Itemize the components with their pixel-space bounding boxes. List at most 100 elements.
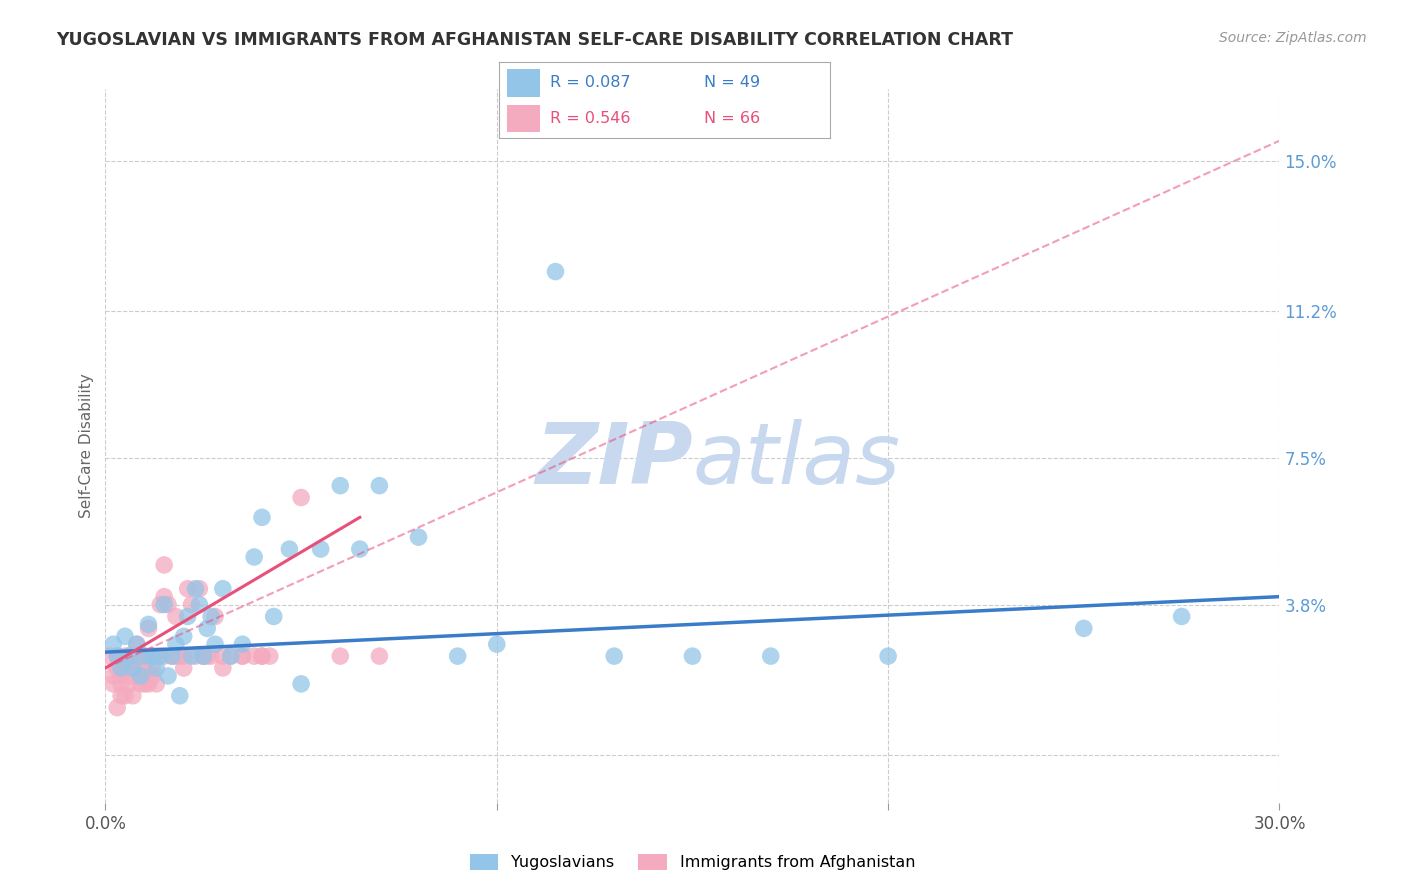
Point: [160, 649, 183, 664]
Point: [114, 689, 136, 703]
Point: [211, 661, 233, 675]
Point: [98, 649, 121, 664]
Point: [105, 649, 128, 664]
Point: [309, 542, 332, 557]
Point: [681, 649, 703, 664]
Point: [121, 689, 143, 703]
Point: [1170, 609, 1192, 624]
Text: R = 0.087: R = 0.087: [550, 76, 631, 90]
Point: [169, 649, 191, 664]
Point: [114, 661, 136, 675]
Point: [105, 700, 128, 714]
Point: [278, 542, 301, 557]
Point: [211, 582, 233, 596]
Point: [149, 598, 172, 612]
Point: [195, 621, 218, 635]
Point: [188, 598, 211, 612]
Point: [129, 669, 152, 683]
Point: [114, 629, 136, 643]
Text: ZIP: ZIP: [534, 418, 692, 502]
Point: [141, 649, 163, 664]
Point: [250, 510, 273, 524]
Point: [759, 649, 782, 664]
Point: [446, 649, 468, 664]
Point: [138, 617, 160, 632]
Bar: [508, 105, 540, 132]
Point: [204, 637, 226, 651]
Point: [118, 661, 141, 675]
Point: [485, 637, 508, 651]
Point: [180, 598, 202, 612]
Point: [193, 649, 215, 664]
Point: [368, 478, 391, 492]
Point: [138, 621, 160, 635]
Point: [329, 649, 352, 664]
Point: [243, 649, 266, 664]
Point: [544, 264, 567, 278]
Point: [134, 661, 156, 675]
Point: [349, 542, 371, 557]
Point: [157, 669, 180, 683]
Point: [121, 661, 143, 675]
Point: [153, 649, 176, 664]
Point: [118, 649, 141, 664]
Point: [169, 689, 191, 703]
Point: [176, 582, 198, 596]
Point: [204, 609, 226, 624]
Text: atlas: atlas: [692, 418, 900, 502]
Point: [134, 649, 156, 664]
Point: [134, 677, 156, 691]
Text: R = 0.546: R = 0.546: [550, 111, 631, 126]
Point: [138, 677, 160, 691]
Point: [103, 677, 125, 691]
Point: [200, 609, 222, 624]
Point: [121, 669, 143, 683]
Point: [118, 677, 141, 691]
Point: [259, 649, 281, 664]
Point: [219, 649, 242, 664]
Point: [149, 649, 172, 664]
Point: [193, 649, 215, 664]
Point: [105, 661, 128, 675]
Point: [329, 478, 352, 492]
Point: [110, 661, 132, 675]
Point: [141, 649, 163, 664]
Point: [250, 649, 273, 664]
Point: [603, 649, 626, 664]
Point: [195, 649, 218, 664]
Point: [165, 649, 187, 664]
Point: [141, 669, 163, 683]
Point: [129, 677, 152, 691]
Point: [188, 582, 211, 596]
Point: [125, 649, 148, 664]
Y-axis label: Self-Care Disability: Self-Care Disability: [79, 374, 94, 518]
Point: [173, 649, 195, 664]
Point: [180, 649, 202, 664]
Point: [263, 609, 285, 624]
Point: [290, 677, 312, 691]
Text: YUGOSLAVIAN VS IMMIGRANTS FROM AFGHANISTAN SELF-CARE DISABILITY CORRELATION CHAR: YUGOSLAVIAN VS IMMIGRANTS FROM AFGHANIST…: [56, 31, 1014, 49]
Point: [193, 649, 215, 664]
Text: N = 49: N = 49: [704, 76, 761, 90]
Text: Source: ZipAtlas.com: Source: ZipAtlas.com: [1219, 31, 1367, 45]
Point: [145, 677, 167, 691]
Point: [184, 649, 207, 664]
Point: [129, 669, 152, 683]
Bar: [508, 70, 540, 96]
Point: [110, 689, 132, 703]
Point: [105, 649, 128, 664]
Point: [231, 649, 253, 664]
Point: [368, 649, 391, 664]
Point: [157, 598, 180, 612]
Point: [290, 491, 312, 505]
Point: [250, 649, 273, 664]
Point: [184, 582, 207, 596]
Point: [231, 637, 253, 651]
Point: [125, 661, 148, 675]
Point: [165, 609, 187, 624]
Point: [173, 629, 195, 643]
Point: [153, 590, 176, 604]
Point: [165, 637, 187, 651]
Point: [114, 649, 136, 664]
Point: [145, 661, 167, 675]
